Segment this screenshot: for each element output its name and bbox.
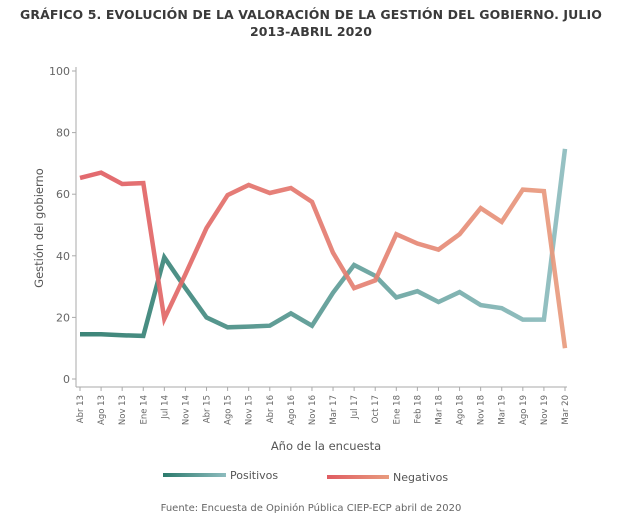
x-tick-label: Abr 13 xyxy=(76,395,86,423)
line-chart: 0 20 40 60 80 100 Abr 13 Ago 13 Nov 13 Ene 14 Jul … xyxy=(32,65,571,484)
chart-title: GRÁFICO 5. EVOLUCIÓN DE LA VALORACIÓN DE… xyxy=(0,6,622,40)
x-tick-label: Abr 15 xyxy=(203,395,213,423)
y-tick-label: 100 xyxy=(49,65,70,78)
x-tick-label: Ene 18 xyxy=(392,395,402,425)
y-tick-label: 80 xyxy=(56,127,70,140)
x-tick-label: Nov 14 xyxy=(181,395,191,425)
x-tick-label: Nov 16 xyxy=(308,395,318,425)
y-axis-title: Gestión del gobierno xyxy=(32,168,46,288)
x-tick-label: Oct 17 xyxy=(371,395,381,423)
x-tick-label: Ago 19 xyxy=(519,395,529,425)
y-tick-label: 60 xyxy=(56,188,70,201)
series-line-positivos xyxy=(80,148,568,339)
x-axis-title: Año de la encuesta xyxy=(271,439,381,453)
x-tick-label: Ago 13 xyxy=(97,395,107,425)
chart-title-line1: GRÁFICO 5. EVOLUCIÓN DE LA VALORACIÓN DE… xyxy=(20,7,602,22)
y-tick-label: 40 xyxy=(56,250,70,263)
chart-title-line2: 2013-ABRIL 2020 xyxy=(249,24,373,39)
x-tick-label: Ene 14 xyxy=(139,395,149,425)
legend: Positivos Negativos xyxy=(163,469,448,484)
x-tick-label: Nov 15 xyxy=(245,395,255,425)
x-tick-label: Mar 17 xyxy=(329,395,339,425)
x-tick-label: Nov 19 xyxy=(540,395,550,425)
y-tick-label: 0 xyxy=(63,373,70,386)
x-tick-label: Mar 18 xyxy=(434,395,444,425)
x-tick-label: Jul 14 xyxy=(160,395,170,420)
legend-label-negativos: Negativos xyxy=(393,471,448,484)
source-note: Fuente: Encuesta de Opinión Pública CIEP… xyxy=(160,503,462,514)
legend-label-positivos: Positivos xyxy=(230,469,278,482)
series-line-negativos xyxy=(79,170,568,349)
x-tick-label: Nov 18 xyxy=(477,395,487,425)
x-tick-label: Abr 16 xyxy=(266,395,276,423)
x-tick-label: Mar 19 xyxy=(498,395,508,425)
x-tick-label: Mar 20 xyxy=(561,395,571,425)
x-tick-label: Ago 16 xyxy=(287,395,297,425)
x-tick-label: Ago 18 xyxy=(456,395,466,425)
x-tick-label: Nov 13 xyxy=(118,395,128,425)
x-tick-label: Jul 17 xyxy=(350,395,360,420)
x-tick-label: Ago 15 xyxy=(224,395,234,425)
y-tick-label: 20 xyxy=(56,311,70,324)
x-tick-label: Feb 18 xyxy=(413,395,423,424)
